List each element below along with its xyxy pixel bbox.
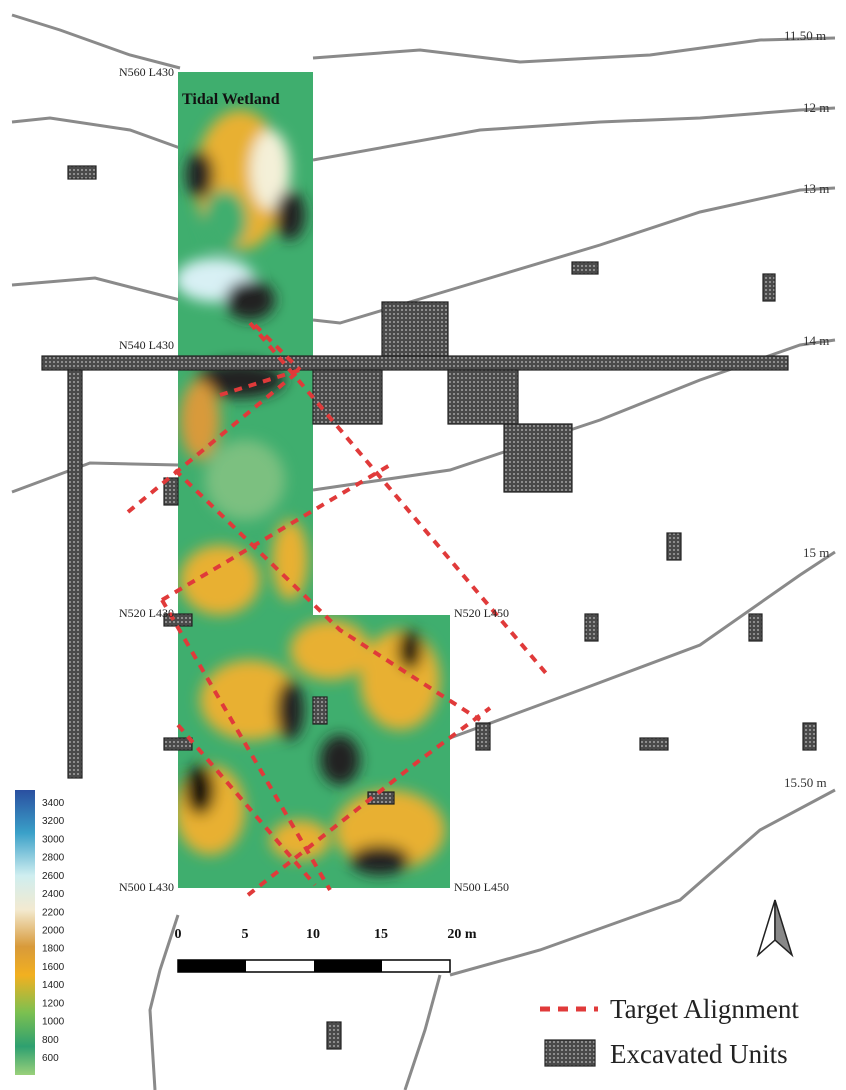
contour-label: 11.50 m xyxy=(784,28,826,43)
scale-label: 15 xyxy=(374,927,388,942)
colorbar-tick-label: 1000 xyxy=(42,1017,65,1028)
grid-label: N500 L430 xyxy=(119,880,174,894)
colorbar-tick-label: 1800 xyxy=(42,944,65,955)
legend-label: Target Alignment xyxy=(610,994,799,1024)
colorbar-tick-label: 600 xyxy=(42,1053,59,1064)
grid-label: N520 L430 xyxy=(119,606,174,620)
contour-label: 14 m xyxy=(803,333,829,348)
colorbar-ticks: 3400 3200 3000 2800 2600 2400 2200 2000 1800 1600… xyxy=(42,798,65,1064)
colorbar-tick-label: 2200 xyxy=(42,907,65,918)
colorbar-tick-label: 800 xyxy=(42,1035,59,1046)
magnetometry-raster xyxy=(175,72,450,888)
colorbar-tick-label: 2600 xyxy=(42,871,65,882)
colorbar-tick-label: 1200 xyxy=(42,998,65,1009)
map: 11.50 m 12 m 13 m 14 m 15 m 15.50 m N560… xyxy=(0,0,846,1090)
contour-label: 13 m xyxy=(803,181,829,196)
legend-label: Excavated Units xyxy=(610,1039,788,1069)
scale-label: 20 m xyxy=(447,927,477,942)
colorbar-tick-label: 2000 xyxy=(42,926,65,937)
colorbar-tick-label: 3000 xyxy=(42,834,65,845)
contour-label: 12 m xyxy=(803,100,829,115)
colorbar-tick-label: 1600 xyxy=(42,962,65,973)
colorbar-tick-label: 2800 xyxy=(42,853,65,864)
colorbar-tick-label: 3200 xyxy=(42,816,65,827)
north-arrow xyxy=(758,900,792,955)
legend: Target Alignment Excavated Units xyxy=(540,994,799,1069)
contours xyxy=(12,15,835,1090)
scale-label: 10 xyxy=(306,927,320,942)
colorbar-tick-label: 3400 xyxy=(42,798,65,809)
grid-label: N560 L430 xyxy=(119,65,174,79)
scale-bar xyxy=(178,960,450,972)
colorbar-tick-label: 2400 xyxy=(42,889,65,900)
scale-label: 0 xyxy=(175,927,182,942)
contour-label: 15 m xyxy=(803,545,829,560)
grid-label: N520 L450 xyxy=(454,606,509,620)
grid-label: N500 L450 xyxy=(454,880,509,894)
colorbar xyxy=(15,790,35,1075)
grid-label: N540 L430 xyxy=(119,338,174,352)
colorbar-tick-label: 1400 xyxy=(42,980,65,991)
contour-label: 15.50 m xyxy=(784,775,827,790)
raster-label: Tidal Wetland xyxy=(182,91,280,108)
scale-label: 5 xyxy=(242,927,249,942)
